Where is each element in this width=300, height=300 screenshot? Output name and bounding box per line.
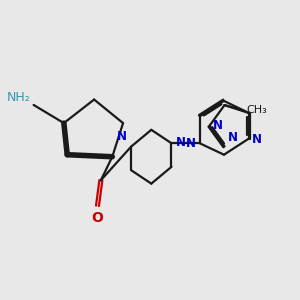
Text: CH₃: CH₃: [247, 106, 268, 116]
Text: N: N: [117, 130, 127, 143]
Text: N: N: [176, 136, 185, 149]
Text: NH₂: NH₂: [7, 91, 30, 103]
Text: N: N: [228, 131, 238, 144]
Text: N: N: [213, 119, 223, 132]
Text: N: N: [186, 137, 196, 150]
Text: O: O: [92, 211, 104, 225]
Text: N: N: [252, 133, 262, 146]
